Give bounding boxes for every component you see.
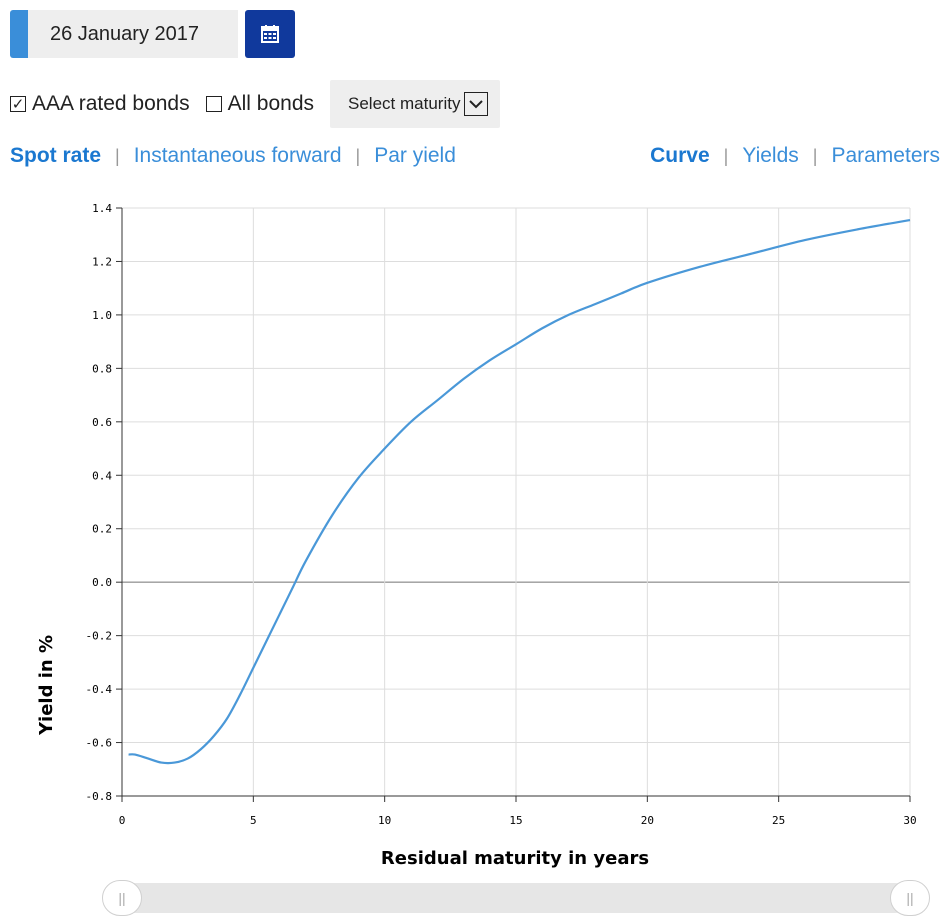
- y-tick-label: 1.0: [92, 309, 112, 322]
- rate-type-tabs: Spot rate | Instantaneous forward | Par …: [10, 144, 456, 168]
- select-maturity-dropdown[interactable]: Select maturity: [330, 80, 501, 128]
- y-tick-label: -0.8: [86, 790, 113, 803]
- calendar-icon: [261, 25, 279, 43]
- view-tabs: Curve | Yields | Parameters: [650, 144, 940, 168]
- tab-separator: |: [812, 145, 818, 166]
- all-checkbox-box[interactable]: [205, 96, 222, 112]
- chart-axes: -0.8 -0.6 -0.4 -0.2 0.0 0.2 0.4 0.6 0.8 1.0 1.2 1.4…: [86, 202, 917, 827]
- grip-icon: ||: [906, 890, 914, 906]
- yield-curve-line: [128, 218, 911, 765]
- tab-parameters[interactable]: Parameters: [831, 144, 940, 167]
- y-tick-label: 0.8: [92, 362, 112, 375]
- tab-spot-rate[interactable]: Spot rate: [10, 144, 102, 167]
- aaa-checkbox-box[interactable]: ✓: [10, 95, 26, 113]
- chart-grid: [121, 207, 911, 797]
- y-tick-label: -0.6: [86, 737, 113, 750]
- range-slider-left-handle[interactable]: ||: [102, 880, 142, 916]
- tab-par-yield[interactable]: Par yield: [374, 144, 456, 167]
- grip-icon: ||: [118, 890, 126, 906]
- date-accent-bar: [10, 10, 28, 58]
- y-tick-label: 0.4: [92, 469, 112, 482]
- x-tick-label: 5: [250, 814, 257, 827]
- calendar-button[interactable]: [245, 10, 295, 58]
- yield-curve-chart: -0.8 -0.6 -0.4 -0.2 0.0 0.2 0.4 0.6 0.8 1.0 1.2 1.4…: [36, 202, 917, 869]
- tab-instantaneous-forward[interactable]: Instantaneous forward: [133, 144, 342, 167]
- date-field[interactable]: 26 January 2017: [28, 10, 238, 58]
- aaa-bonds-checkbox[interactable]: ✓ AAA rated bonds: [10, 92, 190, 116]
- chart-series: [128, 218, 911, 765]
- y-tick-label: 1.4: [92, 202, 112, 215]
- tab-yields[interactable]: Yields: [742, 144, 799, 167]
- date-picker: 26 January 2017: [10, 10, 295, 58]
- all-bonds-checkbox[interactable]: All bonds: [205, 92, 315, 116]
- x-tick-label: 0: [119, 814, 126, 827]
- x-tick-label: 25: [772, 814, 785, 827]
- tab-separator: |: [723, 145, 729, 166]
- x-tick-label: 15: [509, 814, 522, 827]
- x-tick-label: 10: [378, 814, 391, 827]
- x-tick-label: 20: [641, 814, 654, 827]
- y-tick-label: -0.4: [86, 683, 113, 696]
- y-tick-label: -0.2: [86, 630, 113, 643]
- y-tick-label: 0.6: [92, 416, 112, 429]
- tab-separator: |: [355, 145, 361, 166]
- y-tick-label: 0.2: [92, 523, 112, 536]
- x-tick-label: 30: [903, 814, 916, 827]
- select-maturity-label: Select maturity: [348, 94, 461, 113]
- tab-curve[interactable]: Curve: [650, 144, 710, 167]
- aaa-bonds-label: AAA rated bonds: [32, 92, 190, 115]
- x-axis-title: Residual maturity in years: [381, 848, 649, 869]
- filter-row: ✓ AAA rated bonds All bonds Select matur…: [10, 80, 501, 128]
- all-bonds-label: All bonds: [227, 92, 315, 115]
- range-slider-track[interactable]: [120, 883, 910, 913]
- y-tick-label: 0.0: [92, 576, 112, 589]
- y-tick-label: 1.2: [92, 255, 112, 268]
- y-axis-title: Yield in %: [36, 635, 57, 736]
- range-slider-right-handle[interactable]: ||: [890, 880, 930, 916]
- chevron-down-icon[interactable]: [464, 92, 489, 116]
- tab-separator: |: [115, 145, 120, 166]
